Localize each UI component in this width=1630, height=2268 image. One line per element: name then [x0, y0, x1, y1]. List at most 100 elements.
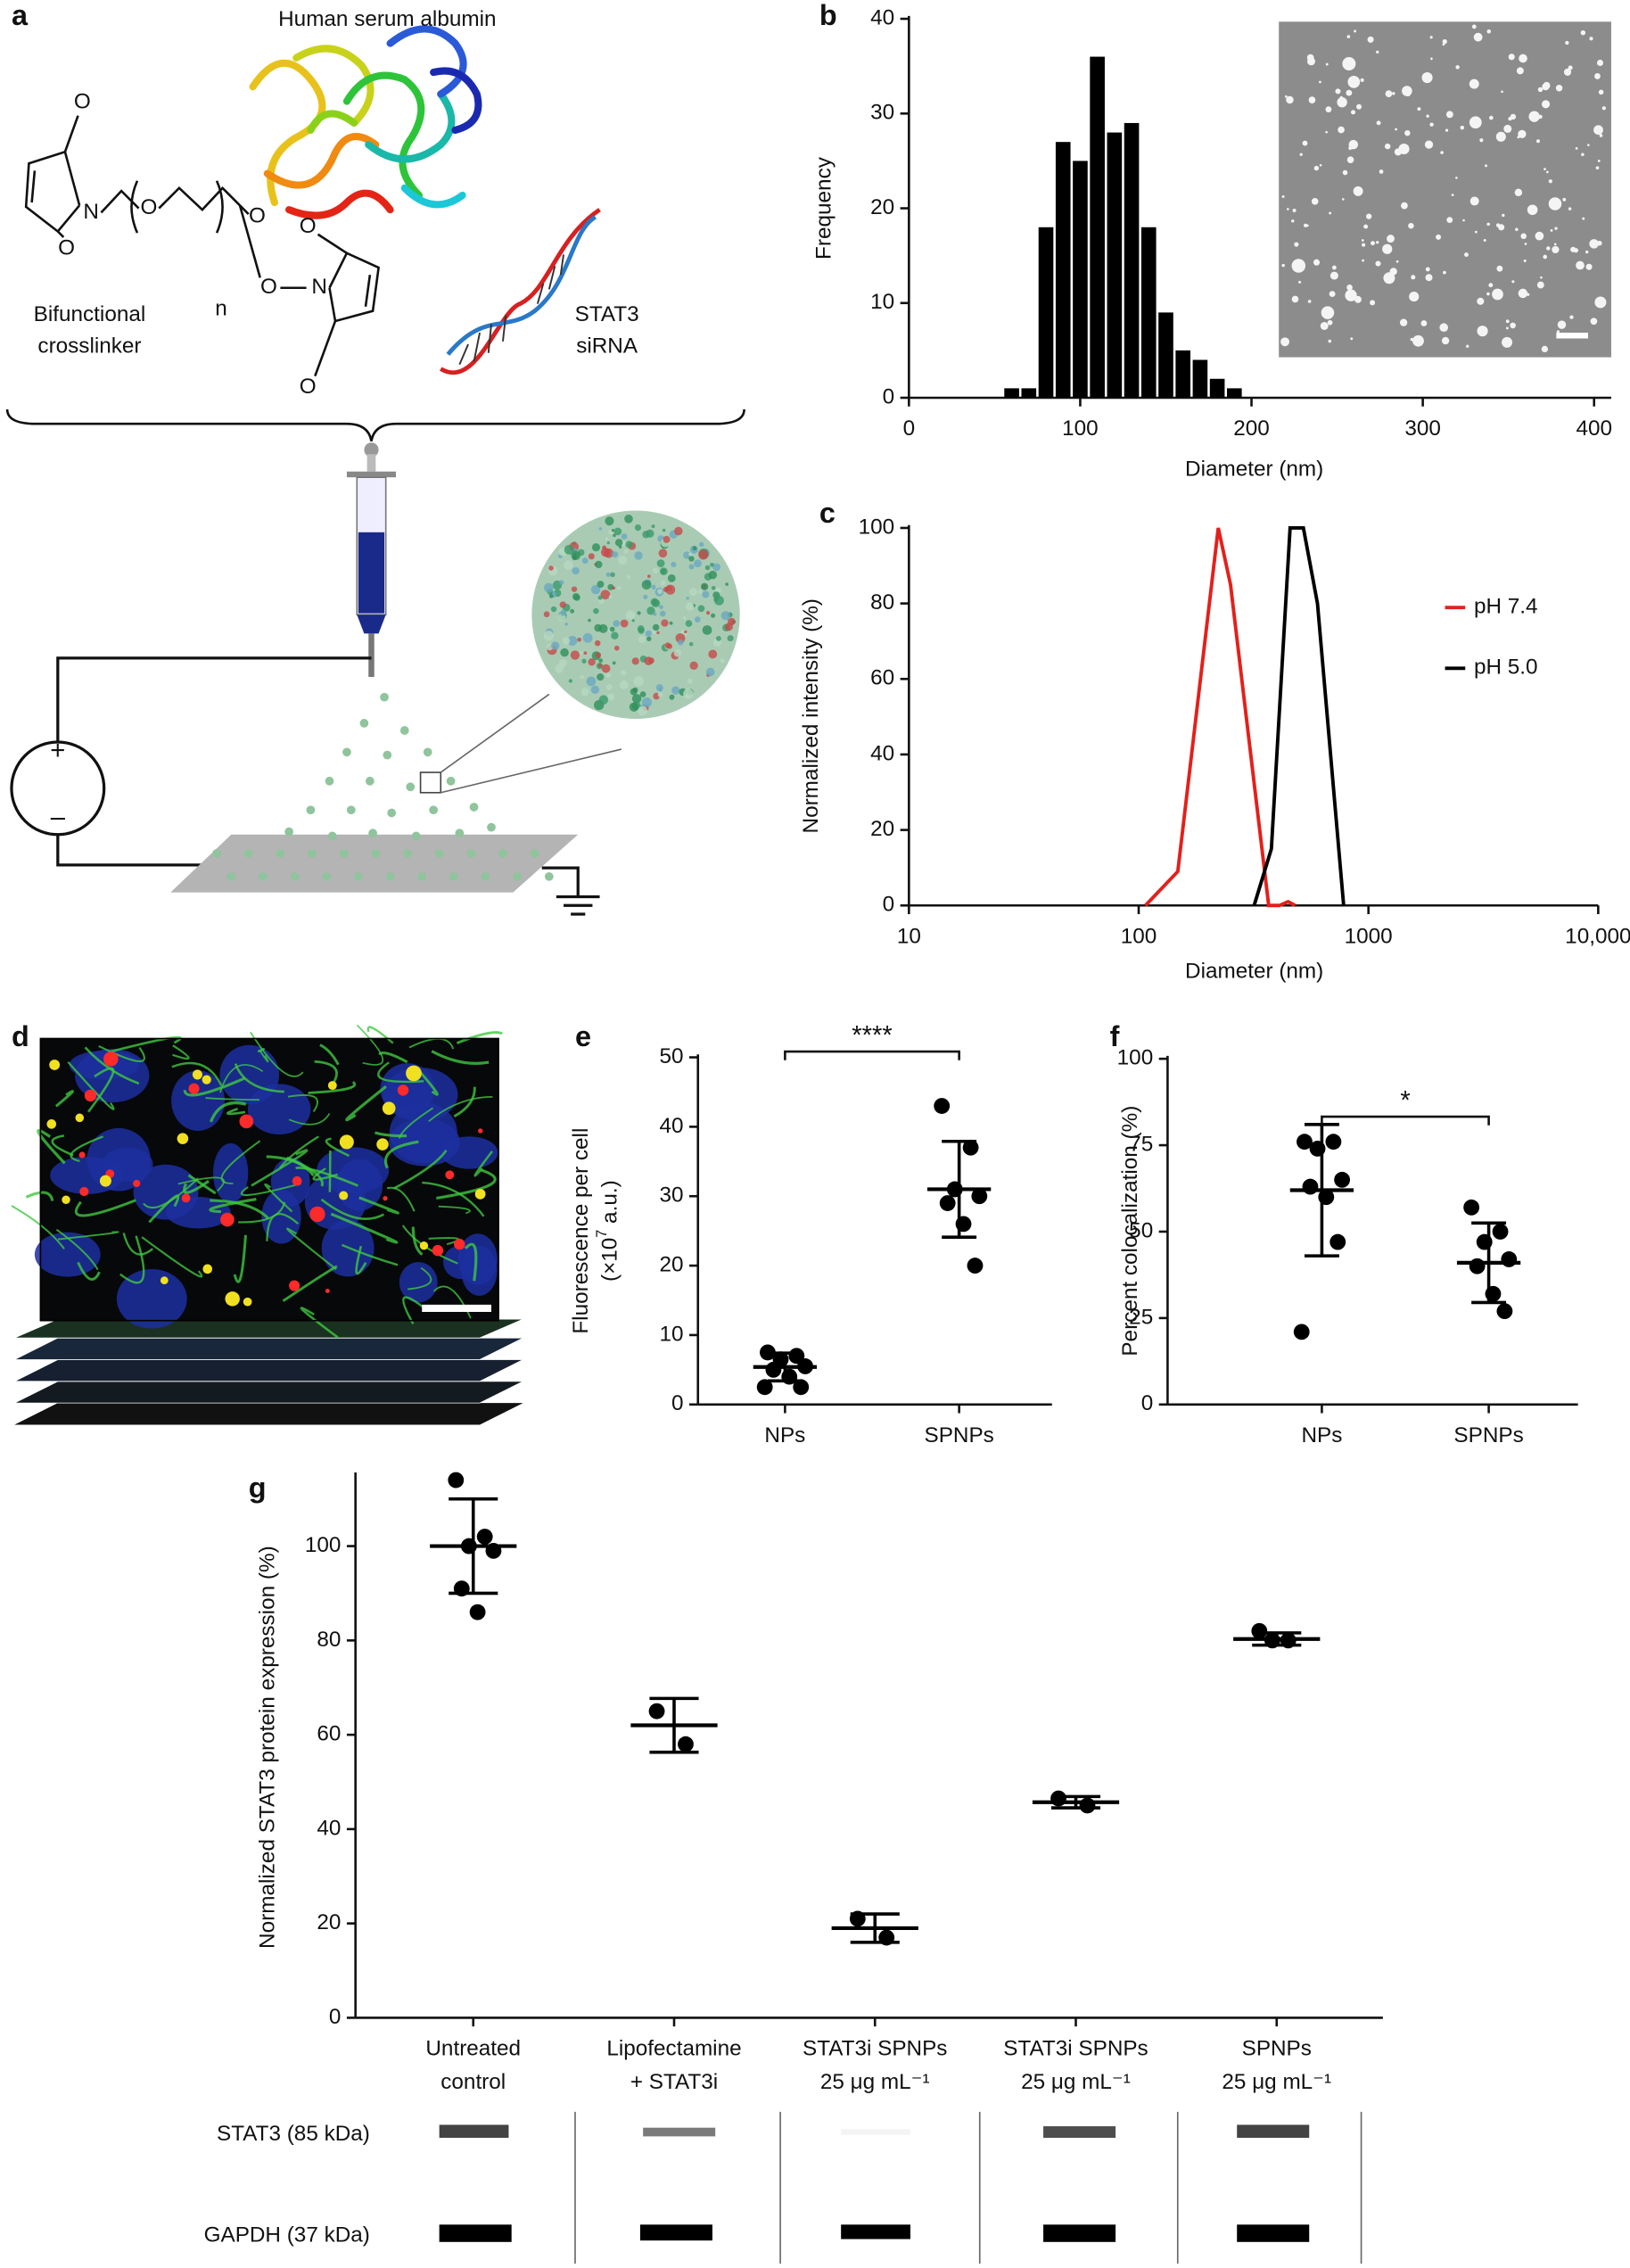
spot [192, 1069, 202, 1080]
x-tick-label: 400 [1576, 416, 1612, 441]
sem-particle [1298, 280, 1302, 284]
texture-dot [597, 672, 605, 681]
texture-dot [711, 613, 716, 618]
sem-particle [1439, 323, 1449, 333]
spot [406, 1065, 422, 1082]
sem-particle [1486, 292, 1490, 296]
sem-particle [1446, 217, 1453, 224]
spot [339, 1191, 349, 1200]
filament [54, 1090, 74, 1108]
y-tick-label: 40 [660, 1114, 684, 1138]
atom-labels: O N O O O O N O O n [58, 90, 327, 400]
texture-dot [646, 606, 655, 615]
sem-particle [1488, 283, 1494, 288]
spot [327, 1081, 337, 1091]
texture-dot [582, 632, 593, 643]
sirna-helix [440, 208, 601, 375]
z-stack-layer [14, 1381, 523, 1404]
texture-dot [581, 557, 589, 565]
texture-dot [646, 636, 652, 642]
filament [74, 1199, 136, 1217]
x-tick-label: 10,000 [1565, 924, 1630, 948]
filament [259, 1049, 269, 1063]
blot-band [439, 2124, 509, 2139]
nucleus [304, 1174, 366, 1230]
texture-dot [543, 611, 550, 618]
sem-particle [1474, 230, 1478, 234]
sem-particle [1313, 165, 1320, 171]
texture-dot [688, 564, 695, 570]
sem-particle [1362, 243, 1366, 247]
texture-dot [580, 688, 589, 697]
filament [456, 1031, 503, 1044]
texture-dot [551, 641, 560, 650]
sem-particle [1563, 68, 1572, 76]
filament [226, 1108, 246, 1116]
texture-dot [673, 649, 682, 657]
filament [366, 1026, 394, 1044]
sem-particle [1429, 122, 1434, 127]
sem-particle [1536, 139, 1540, 144]
sem-particle [1540, 276, 1543, 279]
sem-particle [1329, 211, 1332, 215]
y-tick-label: 20 [317, 1910, 341, 1934]
filament [438, 1205, 471, 1215]
sem-particles [1280, 24, 1607, 353]
power-source [10, 740, 106, 837]
particle [327, 831, 337, 841]
filament [355, 1245, 367, 1275]
particle [498, 849, 507, 858]
sem-particle [1291, 295, 1299, 303]
particle [513, 871, 523, 881]
y-tick-label: 0 [883, 384, 895, 408]
sem-particle [1281, 263, 1285, 268]
spot [309, 1206, 325, 1223]
texture-dot [580, 675, 584, 680]
dot [1469, 1258, 1486, 1274]
bar [1038, 227, 1054, 398]
texture-dot [559, 601, 566, 608]
sem-particle [1327, 319, 1333, 326]
texture-dot [686, 597, 689, 600]
sem-particle [1398, 143, 1410, 155]
spray-particles [212, 692, 554, 881]
sem-particle [1292, 209, 1297, 213]
blot-band [1237, 2224, 1310, 2242]
sem-particle [1379, 169, 1384, 174]
blot-band [1043, 2224, 1116, 2242]
sirna-label: siRNA [576, 334, 638, 359]
texture-dot [671, 561, 677, 568]
texture-dot [657, 692, 663, 697]
sem-particle [1346, 285, 1353, 291]
filament [141, 1236, 203, 1278]
dot [765, 1361, 782, 1378]
sem-particle [1511, 280, 1515, 284]
texture-dot [705, 667, 715, 677]
sem-particle [1445, 128, 1449, 132]
sem-particle [1518, 129, 1527, 138]
texture-dot [727, 635, 734, 642]
sem-particle [1466, 344, 1469, 348]
texture-dot [612, 661, 616, 665]
texture-dot [577, 637, 582, 642]
y-tick-label: 0 [1141, 1391, 1154, 1415]
texture-dot [598, 658, 604, 664]
legend-label: pH 5.0 [1474, 656, 1538, 680]
sem-particle [1510, 113, 1517, 120]
filament [25, 1191, 54, 1201]
particle [429, 805, 439, 815]
texture-dot [708, 570, 718, 580]
texture-dot [646, 574, 651, 579]
label-part: Fluorescence per cell [570, 1128, 594, 1334]
particle [434, 849, 444, 858]
texture-dot [641, 697, 652, 708]
western-blot: STAT3 (85 kDa) GAPDH (37 kDa) [204, 2111, 1362, 2264]
panel-label: e [575, 1020, 591, 1052]
filament [295, 1167, 358, 1187]
sem-particle [1550, 228, 1553, 232]
sem-particle [1417, 107, 1421, 111]
filament [428, 1237, 459, 1246]
sem-particle [1387, 235, 1395, 243]
dot [678, 1736, 694, 1753]
repeat-label: n [215, 296, 227, 320]
